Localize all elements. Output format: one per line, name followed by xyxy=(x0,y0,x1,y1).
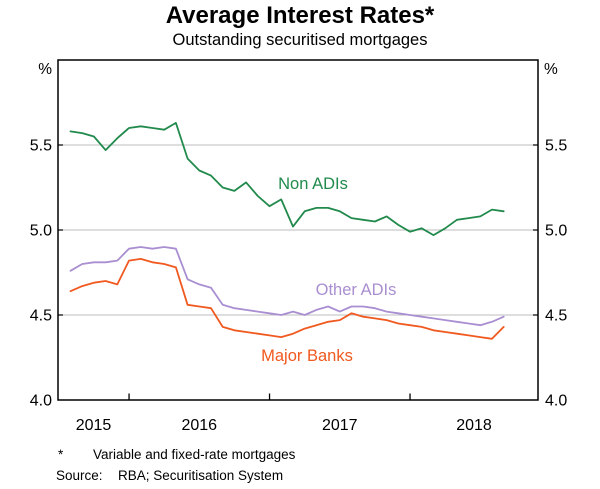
y-axis-unit-right: % xyxy=(544,61,558,78)
y-tick-label-right-5.0: 5.0 xyxy=(545,223,567,240)
source-label: Source: xyxy=(56,468,103,483)
y-tick-label-right-5.5: 5.5 xyxy=(545,138,567,155)
y-axis-unit-left: % xyxy=(38,61,52,78)
x-year-label-2016: 2016 xyxy=(181,417,217,434)
series-label-major-banks: Major Banks xyxy=(261,347,353,365)
series-label-other-adis: Other ADIs xyxy=(316,281,397,299)
chart-title: Average Interest Rates* xyxy=(165,2,435,29)
footnote: * Variable and fixed-rate mortgages xyxy=(58,447,295,462)
series-line-non-adis xyxy=(69,122,505,237)
y-tick-label-right-4.5: 4.5 xyxy=(545,308,567,325)
source: Source: RBA; Securitisation System xyxy=(56,468,283,483)
x-year-label-2015: 2015 xyxy=(76,417,112,434)
series-line-other-adis xyxy=(69,246,505,327)
series-line-major-banks xyxy=(69,257,505,340)
x-year-label-2018: 2018 xyxy=(456,417,492,434)
y-tick-label-left-5.5: 5.5 xyxy=(30,138,52,155)
y-tick-label-left-5.0: 5.0 xyxy=(30,223,52,240)
source-text: RBA; Securitisation System xyxy=(118,468,284,483)
footnote-text: Variable and fixed-rate mortgages xyxy=(93,447,296,462)
y-tick-label-right-4.0: 4.0 xyxy=(545,393,567,410)
y-tick-label-left-4.5: 4.5 xyxy=(30,308,52,325)
chart-subtitle: Outstanding securitised mortgages xyxy=(172,31,428,49)
footnote-marker: * xyxy=(58,447,64,462)
series-label-non-adis: Non ADIs xyxy=(278,175,348,193)
x-year-label-2017: 2017 xyxy=(322,417,358,434)
y-tick-label-left-4.0: 4.0 xyxy=(30,393,52,410)
